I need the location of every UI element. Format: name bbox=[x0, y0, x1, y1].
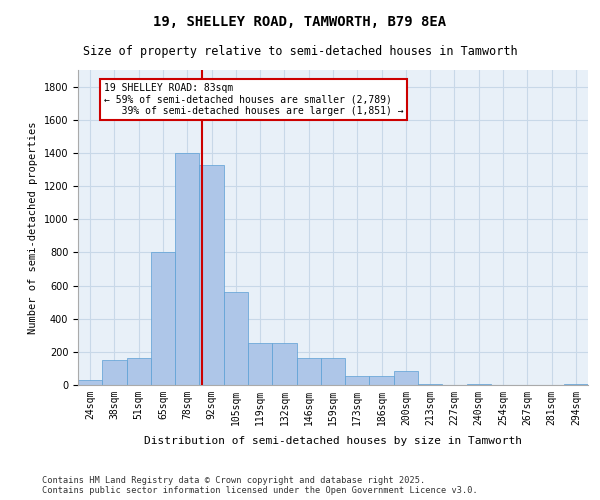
Bar bbox=[467, 384, 491, 385]
Bar bbox=[321, 358, 345, 385]
Bar bbox=[199, 164, 224, 385]
Bar bbox=[248, 342, 272, 385]
Bar bbox=[151, 252, 175, 385]
Bar bbox=[102, 360, 127, 385]
Text: 19 SHELLEY ROAD: 83sqm
← 59% of semi-detached houses are smaller (2,789)
   39% : 19 SHELLEY ROAD: 83sqm ← 59% of semi-det… bbox=[104, 84, 403, 116]
Bar bbox=[296, 358, 321, 385]
Y-axis label: Number of semi-detached properties: Number of semi-detached properties bbox=[28, 121, 38, 334]
Bar bbox=[224, 292, 248, 385]
X-axis label: Distribution of semi-detached houses by size in Tamworth: Distribution of semi-detached houses by … bbox=[144, 436, 522, 446]
Bar bbox=[345, 376, 370, 385]
Bar bbox=[564, 384, 588, 385]
Bar bbox=[418, 384, 442, 385]
Text: Size of property relative to semi-detached houses in Tamworth: Size of property relative to semi-detach… bbox=[83, 45, 517, 58]
Bar bbox=[127, 358, 151, 385]
Text: 19, SHELLEY ROAD, TAMWORTH, B79 8EA: 19, SHELLEY ROAD, TAMWORTH, B79 8EA bbox=[154, 15, 446, 29]
Bar bbox=[394, 371, 418, 385]
Text: Contains HM Land Registry data © Crown copyright and database right 2025.
Contai: Contains HM Land Registry data © Crown c… bbox=[42, 476, 478, 495]
Bar bbox=[370, 376, 394, 385]
Bar bbox=[272, 342, 296, 385]
Bar bbox=[175, 153, 199, 385]
Bar bbox=[78, 380, 102, 385]
